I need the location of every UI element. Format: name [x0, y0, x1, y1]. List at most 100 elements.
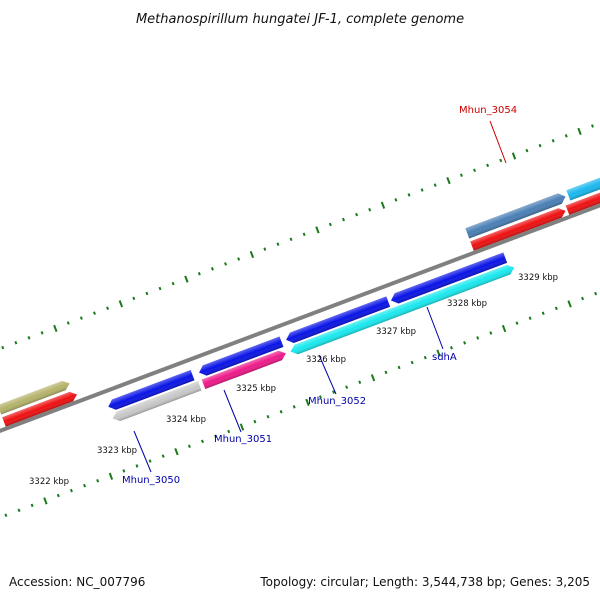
- lower-minor-tick: [69, 488, 73, 493]
- upper-minor-tick: [197, 271, 201, 276]
- upper-minor-tick: [224, 262, 227, 266]
- upper-minor-tick: [486, 163, 490, 168]
- gene-cyan-right-shading: [566, 160, 600, 201]
- genome-summary-text: Topology: circular; Length: 3,544,738 bp…: [259, 575, 590, 589]
- leader-mhun-3050: [133, 430, 152, 473]
- upper-minor-tick: [237, 257, 241, 261]
- gene-label-mhun-3054: Mhun_3054: [459, 105, 517, 116]
- lower-minor-tick: [554, 306, 558, 311]
- genome-backbone: [0, 138, 600, 494]
- upper-major-tick: [118, 300, 124, 308]
- upper-minor-tick: [66, 321, 70, 325]
- lower-minor-tick: [96, 478, 100, 483]
- upper-minor-tick: [14, 340, 18, 345]
- lower-minor-tick: [83, 483, 87, 488]
- lower-minor-tick: [227, 429, 231, 434]
- label-leaders: [133, 120, 507, 473]
- lower-minor-tick: [345, 385, 349, 389]
- lower-minor-tick: [253, 419, 257, 424]
- kbp-label-3323: 3323 kbp: [97, 446, 137, 456]
- upper-minor-tick: [342, 217, 345, 222]
- lower-minor-tick: [410, 360, 414, 365]
- upper-minor-tick: [27, 336, 31, 340]
- upper-minor-tick: [551, 138, 555, 143]
- leader-mhun-3051: [223, 389, 242, 433]
- upper-minor-tick: [591, 124, 594, 128]
- lower-major-tick: [239, 423, 245, 431]
- tick-track-upper: [1, 124, 594, 350]
- upper-minor-tick: [459, 173, 463, 177]
- upper-major-tick: [446, 176, 451, 185]
- upper-minor-tick: [106, 306, 110, 310]
- upper-minor-tick: [499, 158, 503, 163]
- lower-minor-tick: [463, 341, 467, 345]
- lower-minor-tick: [201, 439, 204, 444]
- kbp-label-3325: 3325 kbp: [236, 384, 276, 394]
- gene-cyan-sdha-shading: [396, 264, 515, 316]
- lower-minor-tick: [279, 410, 283, 414]
- lower-minor-tick: [423, 355, 427, 360]
- gene-olive-left-shading: [0, 380, 70, 415]
- upper-minor-tick: [93, 311, 96, 315]
- upper-minor-tick: [525, 148, 529, 153]
- upper-major-tick: [315, 226, 320, 234]
- leader-mhun-3054: [489, 120, 507, 164]
- gene-blue-4-shading: [390, 252, 508, 304]
- lower-minor-tick: [187, 444, 191, 449]
- upper-major-tick: [511, 152, 517, 160]
- gene-blue-1-shading: [108, 369, 195, 410]
- gene-magenta-mhun-3051-shading: [201, 350, 286, 390]
- lower-minor-tick: [594, 291, 598, 296]
- map-title: Methanospirillum hungatei JF-1, complete…: [136, 12, 464, 27]
- lower-minor-tick: [161, 454, 165, 458]
- lower-minor-tick: [318, 395, 322, 399]
- lower-minor-tick: [135, 464, 139, 468]
- upper-minor-tick: [210, 267, 214, 271]
- kbp-label-3328: 3328 kbp: [447, 299, 487, 309]
- lower-minor-tick: [214, 434, 218, 439]
- lower-minor-tick: [489, 331, 493, 335]
- kbp-label-3326: 3326 kbp: [306, 355, 346, 365]
- gene-red-left-shading: [2, 391, 77, 427]
- lower-minor-tick: [476, 336, 480, 340]
- leader-mhun-3052: [318, 354, 337, 395]
- kbp-label-3329: 3329 kbp: [518, 273, 558, 283]
- accession-text: Accession: NC_007796: [9, 575, 145, 589]
- lower-major-tick: [174, 448, 179, 456]
- tick-track-lower: [4, 291, 598, 517]
- kbp-label-3327: 3327 kbp: [376, 327, 416, 337]
- upper-major-tick: [184, 275, 189, 283]
- kbp-label-3324: 3324 kbp: [166, 415, 206, 425]
- upper-minor-tick: [132, 296, 136, 301]
- lower-minor-tick: [4, 513, 8, 517]
- gene-blue-3-shading: [286, 296, 391, 343]
- lower-minor-tick: [266, 414, 270, 419]
- upper-minor-tick: [263, 247, 267, 251]
- lower-minor-tick: [17, 508, 21, 513]
- upper-minor-tick: [276, 242, 280, 246]
- gene-gray-mhun-3050-shading: [112, 381, 202, 422]
- gene-steelblue-mhun-3054-shading: [465, 193, 566, 239]
- upper-major-tick: [380, 201, 386, 209]
- upper-minor-tick: [355, 212, 359, 217]
- upper-minor-tick: [145, 291, 149, 296]
- lower-major-tick: [108, 472, 114, 480]
- lower-major-tick: [370, 374, 376, 382]
- upper-major-tick: [577, 127, 582, 135]
- upper-minor-tick: [158, 286, 162, 291]
- genome-strip: [0, 124, 600, 517]
- upper-major-tick: [53, 324, 58, 333]
- lower-minor-tick: [450, 345, 453, 350]
- upper-minor-tick: [302, 232, 306, 237]
- upper-minor-tick: [328, 222, 332, 227]
- lower-minor-tick: [358, 380, 362, 384]
- lower-minor-tick: [541, 311, 545, 316]
- gene-cyan-mhun-3052-shading: [290, 306, 400, 355]
- upper-minor-tick: [171, 281, 175, 286]
- lower-major-tick: [501, 324, 507, 333]
- lower-minor-tick: [122, 469, 126, 473]
- lower-minor-tick: [292, 405, 296, 409]
- upper-minor-tick: [289, 237, 293, 242]
- lower-major-tick: [436, 349, 441, 357]
